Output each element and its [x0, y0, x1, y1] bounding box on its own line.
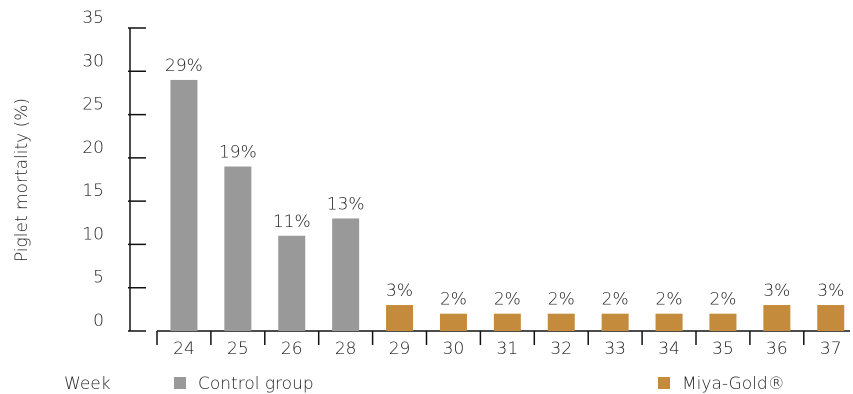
bar: [439, 313, 467, 331]
x-tick-label: 32: [550, 339, 572, 359]
bar: [601, 313, 629, 331]
bar: [817, 305, 845, 331]
y-tick-label: 30: [82, 51, 104, 71]
bar: [493, 313, 521, 331]
y-tick-label: 10: [82, 224, 104, 244]
y-tick-label: 0: [93, 311, 104, 331]
x-tick-label: 31: [497, 339, 519, 359]
y-tick-label: 25: [82, 95, 104, 115]
bar: [547, 313, 575, 331]
data-label: 2%: [440, 290, 467, 310]
data-label: 2%: [656, 290, 683, 310]
y-tick-label: 15: [82, 181, 104, 201]
data-label: 2%: [602, 290, 629, 310]
data-label: 19%: [219, 143, 257, 163]
x-tick-label: 35: [712, 339, 734, 359]
x-tick-label: 28: [335, 339, 357, 359]
bar: [278, 235, 306, 331]
legend-label: Miya-Gold®: [682, 374, 785, 394]
bar: [655, 313, 683, 331]
bar: [709, 313, 737, 331]
data-label: 11%: [273, 212, 311, 232]
x-tick-label: 33: [604, 339, 626, 359]
bar: [763, 305, 791, 331]
x-axis-label: Week: [64, 374, 111, 394]
data-label: 13%: [327, 194, 365, 214]
data-label: 2%: [494, 290, 521, 310]
data-label: 2%: [548, 290, 575, 310]
y-tick-label: 35: [82, 8, 104, 28]
y-tick-label: 20: [82, 138, 104, 158]
bar: [224, 166, 252, 331]
x-tick-label: 36: [766, 339, 788, 359]
legend-swatch: [658, 377, 670, 389]
data-label: 29%: [165, 56, 203, 76]
x-tick-label: 25: [227, 339, 249, 359]
bar: [170, 79, 198, 331]
x-tick-label: 30: [443, 339, 465, 359]
x-tick-label: 26: [281, 339, 303, 359]
y-axis-label: Piglet mortality (%): [12, 98, 32, 262]
data-label: 3%: [763, 281, 790, 301]
data-label: 2%: [709, 290, 736, 310]
legend-label: Control group: [198, 374, 314, 394]
x-tick-label: 37: [820, 339, 842, 359]
legend-swatch: [174, 377, 186, 389]
x-tick-label: 34: [658, 339, 680, 359]
x-tick-label: 29: [389, 339, 411, 359]
data-label: 3%: [386, 281, 413, 301]
y-tick-label: 5: [93, 268, 104, 288]
data-label: 3%: [817, 281, 844, 301]
bar: [386, 305, 414, 331]
x-tick-label: 24: [173, 339, 195, 359]
bar: [332, 218, 360, 331]
